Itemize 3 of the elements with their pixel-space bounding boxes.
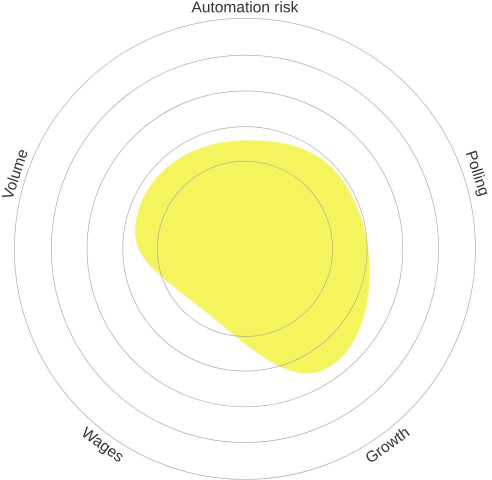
spoke-label: Automation risk	[192, 1, 298, 13]
spoke-label: Polling	[466, 150, 488, 196]
spoke-label: Volume	[2, 150, 28, 198]
